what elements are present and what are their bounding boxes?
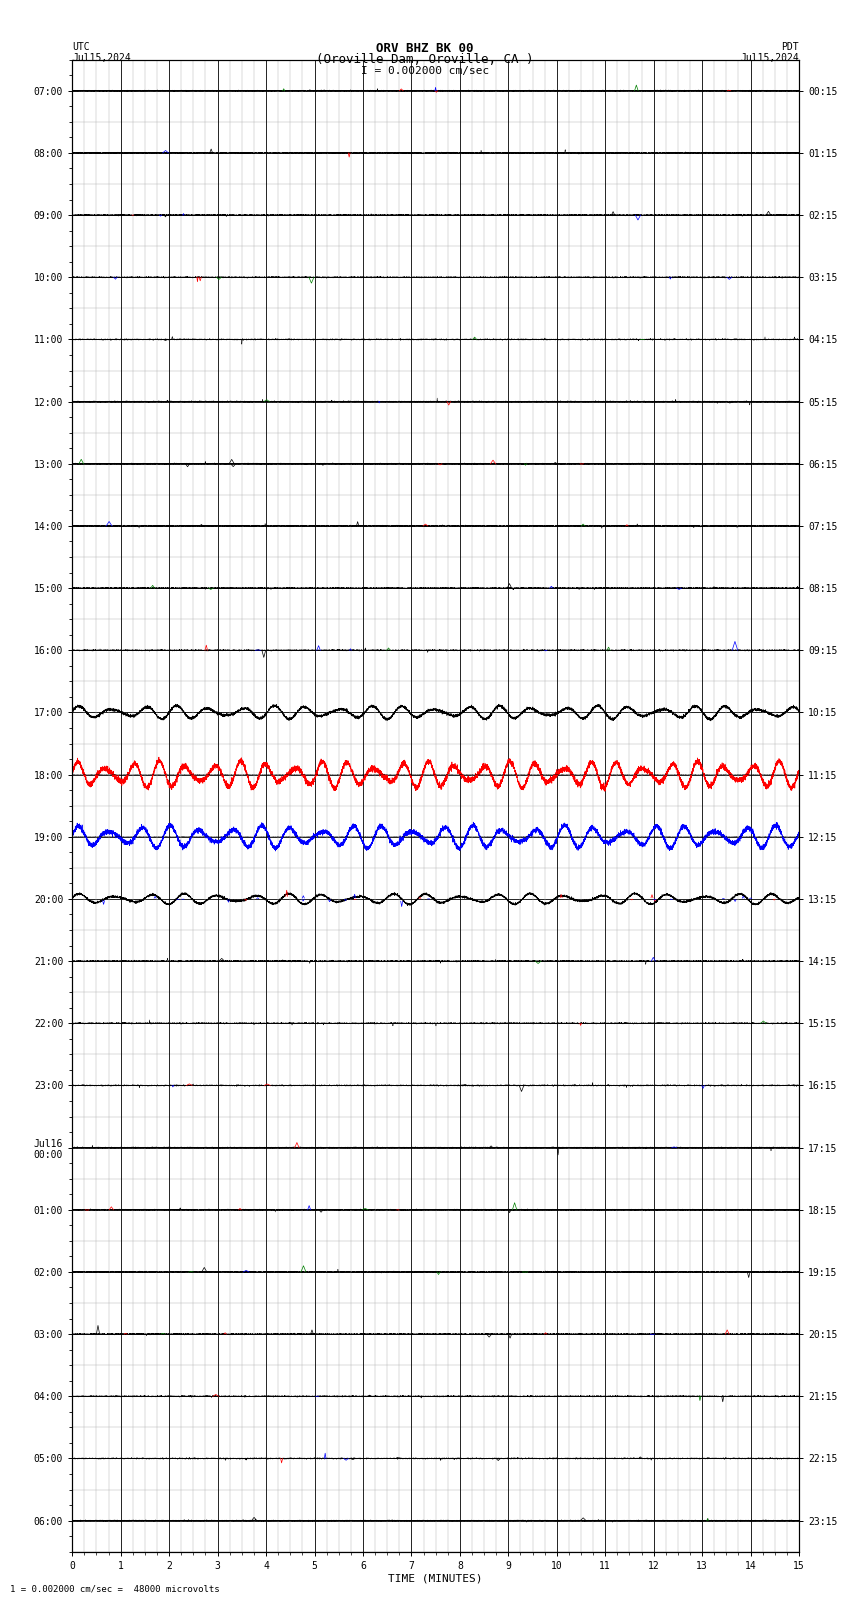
Text: 1 = 0.002000 cm/sec =  48000 microvolts: 1 = 0.002000 cm/sec = 48000 microvolts (10, 1584, 220, 1594)
Text: ORV BHZ BK 00: ORV BHZ BK 00 (377, 42, 473, 55)
Text: PDT: PDT (781, 42, 799, 52)
Text: I = 0.002000 cm/sec: I = 0.002000 cm/sec (361, 66, 489, 76)
X-axis label: TIME (MINUTES): TIME (MINUTES) (388, 1574, 483, 1584)
Text: Jul15,2024: Jul15,2024 (72, 53, 131, 63)
Text: (Oroville Dam, Oroville, CA ): (Oroville Dam, Oroville, CA ) (316, 53, 534, 66)
Text: UTC: UTC (72, 42, 90, 52)
Text: Jul15,2024: Jul15,2024 (740, 53, 799, 63)
